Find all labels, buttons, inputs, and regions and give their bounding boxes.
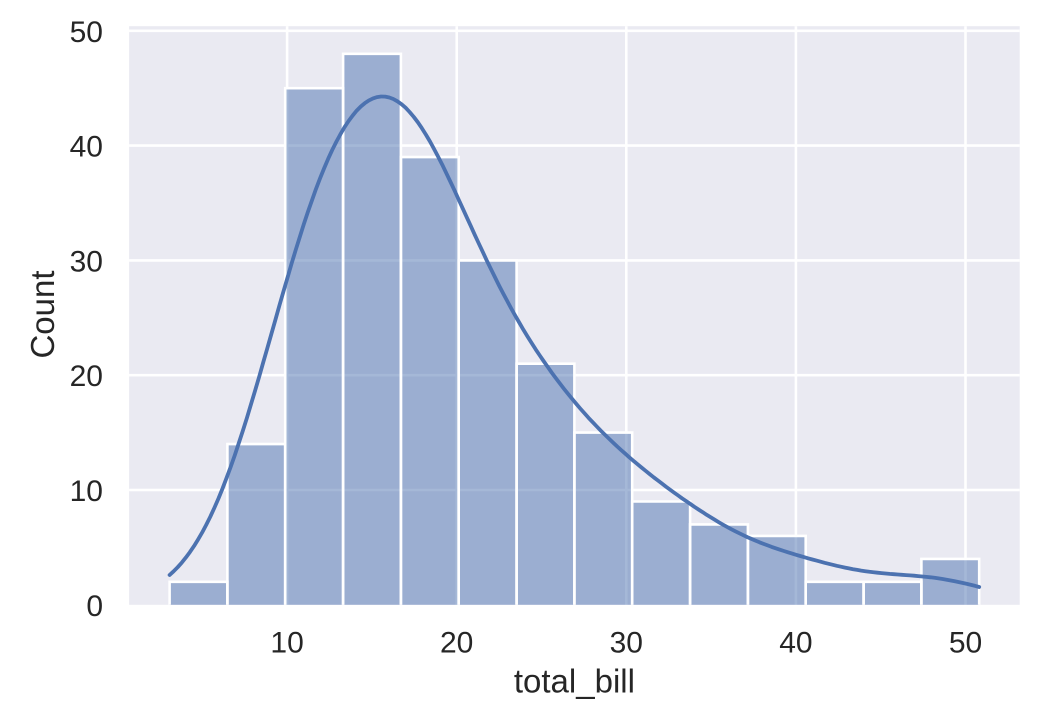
svg-text:20: 20 (70, 360, 103, 393)
svg-text:total_bill: total_bill (514, 662, 635, 699)
svg-text:40: 40 (779, 626, 812, 659)
svg-text:40: 40 (70, 131, 103, 164)
svg-text:50: 50 (949, 626, 982, 659)
svg-text:30: 30 (70, 245, 103, 278)
svg-text:10: 10 (270, 626, 303, 659)
svg-text:10: 10 (70, 475, 103, 508)
svg-text:30: 30 (610, 626, 643, 659)
svg-text:Count: Count (24, 270, 61, 358)
svg-text:50: 50 (70, 16, 103, 49)
svg-text:20: 20 (440, 626, 473, 659)
svg-text:0: 0 (86, 590, 103, 623)
